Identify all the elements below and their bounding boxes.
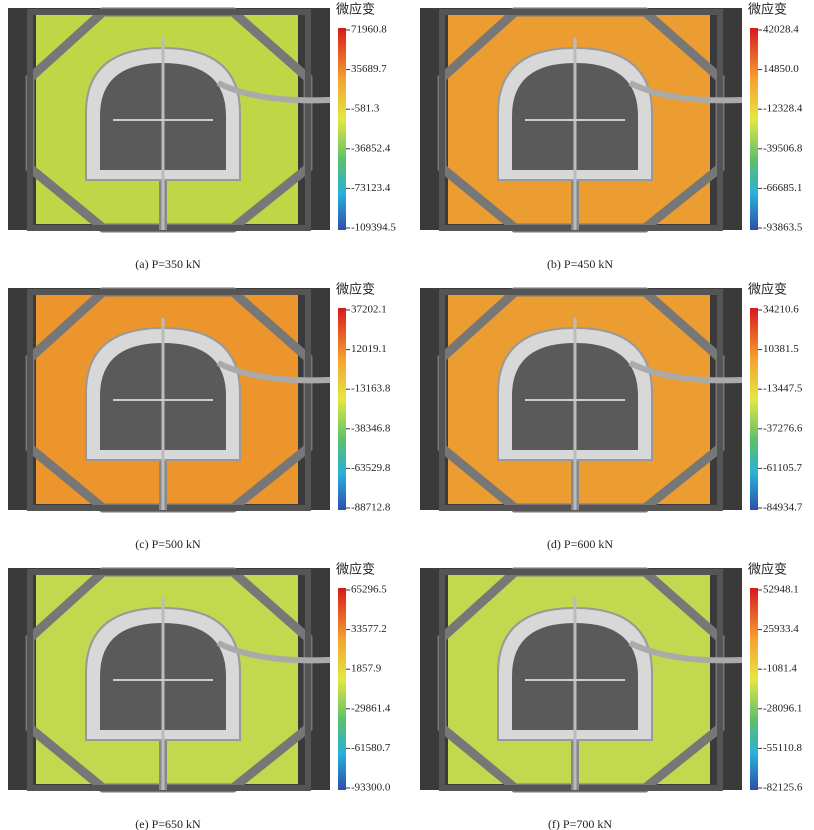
colorbar-tick-label: -1081.4 xyxy=(763,663,797,675)
panel: 微应变 42028.4 14850.0 -12328.4 -39506.8 -66685.… xyxy=(420,2,803,271)
colorbar-tick-label: 12019.1 xyxy=(351,343,387,355)
caption: (d) P=600 kN xyxy=(547,537,613,551)
colorbar-tick-label: -581.3 xyxy=(351,103,380,115)
colorbar-tick-label: -29861.4 xyxy=(351,702,391,714)
frame-outer xyxy=(439,569,723,791)
panel: 微应变 34210.6 10381.5 -13447.5 -37276.6 -61105.… xyxy=(420,282,803,551)
colorbar-title: 微应变 xyxy=(336,282,375,298)
caption: (a) P=350 kN xyxy=(135,257,201,271)
colorbar-tick-label: -39506.8 xyxy=(763,142,803,154)
cable xyxy=(628,80,743,104)
colorbar-tick-label: 71960.8 xyxy=(351,24,387,36)
colorbar-tick-label: 42028.4 xyxy=(763,24,799,36)
colorbar-tick-label: -38346.8 xyxy=(351,422,391,434)
colorbar-tick-label: -61105.7 xyxy=(763,462,803,474)
frame-outer xyxy=(27,569,311,791)
colorbar xyxy=(338,588,346,790)
colorbar-tick-label: 33577.2 xyxy=(351,623,387,635)
colorbar xyxy=(338,28,346,230)
colorbar xyxy=(750,28,758,230)
colorbar-tick-label: -55110.8 xyxy=(763,742,803,754)
frame-outer xyxy=(439,289,723,511)
cable xyxy=(216,640,331,664)
caption: (f) P=700 kN xyxy=(548,817,612,830)
caption: (b) P=450 kN xyxy=(547,257,613,271)
cable xyxy=(216,360,331,384)
colorbar xyxy=(338,308,346,510)
colorbar-tick-label: -93300.0 xyxy=(351,782,391,794)
caption: (e) P=650 kN xyxy=(135,817,201,830)
colorbar-title: 微应变 xyxy=(748,2,787,18)
colorbar-tick-label: -73123.4 xyxy=(351,182,391,194)
colorbar-tick-label: 10381.5 xyxy=(763,343,799,355)
frame-outer xyxy=(27,9,311,231)
colorbar-title: 微应变 xyxy=(748,282,787,298)
colorbar-tick-label: -82125.6 xyxy=(763,782,803,794)
colorbar-tick-label: 34210.6 xyxy=(763,304,799,316)
colorbar-tick-label: -12328.4 xyxy=(763,103,803,115)
colorbar-title: 微应变 xyxy=(336,2,375,18)
panel: 微应变 65296.5 33577.2 1857.9 -29861.4 -61580.7 -… xyxy=(8,562,391,830)
colorbar xyxy=(750,308,758,510)
cable xyxy=(628,360,743,384)
colorbar-tick-label: -109394.5 xyxy=(351,222,396,234)
colorbar-tick-label: -13163.8 xyxy=(351,383,391,395)
colorbar xyxy=(750,588,758,790)
colorbar-tick-label: -37276.6 xyxy=(763,422,803,434)
colorbar-tick-label: 35689.7 xyxy=(351,63,387,75)
panel: 微应变 71960.8 35689.7 -581.3 -36852.4 -73123.4 -… xyxy=(8,2,396,271)
colorbar-tick-label: 65296.5 xyxy=(351,584,387,596)
colorbar-tick-label: -13447.5 xyxy=(763,383,803,395)
frame-outer xyxy=(27,289,311,511)
colorbar-title: 微应变 xyxy=(336,562,375,578)
colorbar-tick-label: 37202.1 xyxy=(351,304,387,316)
colorbar-tick-label: -66685.1 xyxy=(763,182,802,194)
panel: 微应变 52948.1 25933.4 -1081.4 -28096.1 -55110.8… xyxy=(420,562,803,830)
colorbar-tick-label: -61580.7 xyxy=(351,742,391,754)
panel: 微应变 37202.1 12019.1 -13163.8 -38346.8 -63529.… xyxy=(8,282,391,551)
colorbar-tick-label: -28096.1 xyxy=(763,702,802,714)
colorbar-title: 微应变 xyxy=(748,562,787,578)
caption: (c) P=500 kN xyxy=(135,537,201,551)
cable xyxy=(216,80,331,104)
frame-outer xyxy=(439,9,723,231)
colorbar-tick-label: -93863.5 xyxy=(763,222,803,234)
cable xyxy=(628,640,743,664)
colorbar-tick-label: -88712.8 xyxy=(351,502,391,514)
colorbar-tick-label: 14850.0 xyxy=(763,63,799,75)
colorbar-tick-label: -84934.7 xyxy=(763,502,803,514)
colorbar-tick-label: -63529.8 xyxy=(351,462,391,474)
colorbar-tick-label: 52948.1 xyxy=(763,584,799,596)
colorbar-tick-label: 1857.9 xyxy=(351,663,382,675)
colorbar-tick-label: -36852.4 xyxy=(351,142,391,154)
colorbar-tick-label: 25933.4 xyxy=(763,623,799,635)
